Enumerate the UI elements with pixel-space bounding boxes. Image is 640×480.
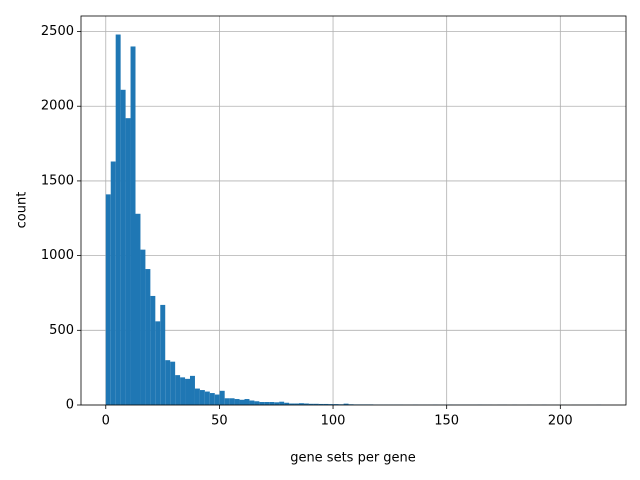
y-tick-label: 2000 <box>41 99 74 114</box>
bar <box>199 390 205 405</box>
bar <box>318 403 324 405</box>
bar <box>209 393 215 405</box>
bar <box>269 402 275 405</box>
bar <box>160 304 166 405</box>
y-tick-label: 2500 <box>41 24 74 39</box>
x-tick-label: 50 <box>211 414 228 429</box>
x-tick-label: 200 <box>548 414 573 429</box>
bar <box>279 401 285 405</box>
bar <box>194 388 200 405</box>
bar <box>303 403 309 405</box>
bar <box>105 194 111 405</box>
bar <box>234 399 240 405</box>
bar <box>289 403 295 405</box>
bar <box>165 360 171 405</box>
plot-frame <box>80 15 627 406</box>
bar <box>214 394 220 405</box>
bar <box>150 295 156 405</box>
bar <box>284 402 290 405</box>
bar <box>180 377 186 405</box>
bar <box>249 400 255 405</box>
y-tick-label: 0 <box>66 398 74 413</box>
bar <box>259 402 265 405</box>
bar <box>274 402 280 405</box>
bar <box>125 118 131 406</box>
bar <box>170 361 176 405</box>
bar <box>323 403 329 405</box>
bar <box>308 403 314 405</box>
y-axis-label: count <box>15 192 30 229</box>
bar <box>145 269 151 405</box>
bar <box>115 34 121 406</box>
bar <box>313 403 319 405</box>
x-tick-label: 150 <box>434 414 459 429</box>
bar <box>204 391 210 405</box>
bar <box>130 46 136 405</box>
y-tick-label: 1000 <box>41 248 74 263</box>
bar <box>175 375 181 405</box>
x-tick-label: 100 <box>321 414 346 429</box>
bar <box>333 404 339 405</box>
bar <box>239 399 245 405</box>
bar <box>294 403 299 405</box>
bar <box>110 161 116 405</box>
bar <box>140 249 146 405</box>
bar <box>343 403 349 405</box>
bar <box>185 378 190 405</box>
y-tick-label: 1500 <box>41 173 74 188</box>
bar <box>328 404 334 405</box>
bar <box>254 401 260 405</box>
bar <box>224 398 230 405</box>
y-tick-label: 500 <box>49 323 74 338</box>
x-axis-label: gene sets per gene <box>290 451 416 466</box>
bar <box>219 390 225 405</box>
bar <box>299 403 304 405</box>
bar <box>135 213 141 405</box>
bar <box>244 399 250 405</box>
bar <box>190 375 195 405</box>
bar <box>155 321 161 405</box>
bar <box>229 398 235 405</box>
bar <box>120 89 126 405</box>
bar <box>264 402 270 405</box>
x-tick-label: 0 <box>102 414 110 429</box>
